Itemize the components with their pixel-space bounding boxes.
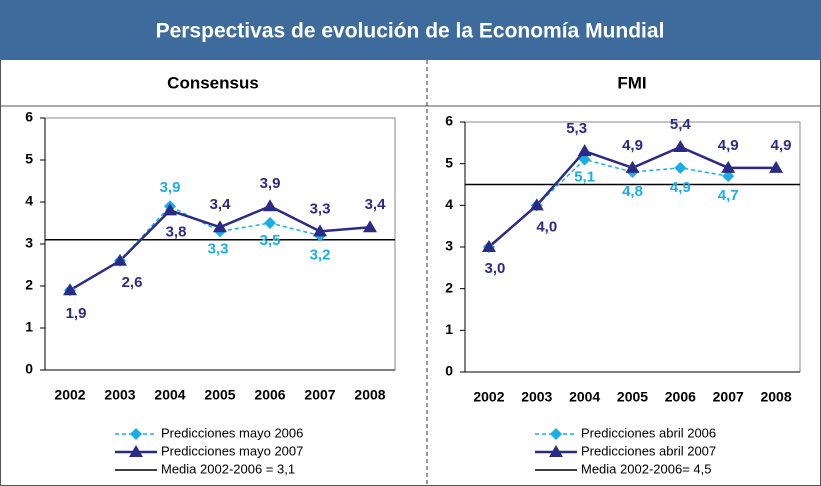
data-label: 4,8 (622, 183, 643, 200)
data-label: 4,9 (718, 137, 739, 154)
x-tick-label: 2002 (54, 387, 85, 403)
x-tick-label: 2004 (154, 387, 185, 403)
point (313, 224, 327, 237)
y-tick-label: 3 (445, 238, 453, 254)
banner (0, 0, 821, 60)
data-label: 3,3 (208, 240, 229, 257)
point (263, 199, 277, 212)
point (550, 428, 562, 440)
point (63, 283, 77, 296)
data-label: 3,8 (166, 223, 187, 240)
y-tick-label: 5 (445, 154, 453, 170)
x-tick-label: 2006 (665, 389, 696, 405)
data-label: 4,9 (771, 137, 792, 154)
data-label: 3,0 (484, 260, 505, 277)
legend-label: Predicciones abril 2007 (581, 443, 716, 458)
data-label: 5,3 (566, 120, 587, 137)
point (577, 144, 592, 157)
y-tick-label: 0 (445, 363, 453, 379)
x-tick-label: 2007 (304, 387, 335, 403)
point (674, 161, 687, 174)
panel-title: Consensus (167, 73, 259, 92)
point (363, 220, 377, 233)
point (264, 217, 276, 229)
data-label: 4,0 (536, 218, 557, 235)
data-label: 2,6 (122, 274, 143, 291)
point (163, 203, 177, 216)
point (625, 160, 640, 173)
data-label: 5,4 (670, 116, 692, 133)
point (529, 198, 544, 211)
data-label: 3,4 (210, 196, 232, 213)
page-title: Perspectivas de evolución de la Economía… (156, 20, 665, 43)
y-tick-label: 4 (445, 196, 453, 212)
y-tick-label: 2 (25, 277, 33, 293)
legend-label: Predicciones abril 2006 (581, 425, 716, 440)
point (769, 160, 784, 173)
data-label: 5,1 (574, 168, 595, 185)
x-tick-label: 2007 (713, 389, 744, 405)
y-tick-label: 1 (25, 319, 33, 335)
y-tick-label: 0 (25, 361, 33, 377)
x-tick-label: 2008 (760, 389, 791, 405)
x-tick-label: 2005 (204, 387, 235, 403)
point (673, 140, 688, 152)
x-tick-label: 2006 (254, 387, 285, 403)
y-tick-label: 3 (25, 235, 33, 251)
legend-label: Predicciones mayo 2007 (161, 443, 303, 458)
point (129, 445, 143, 457)
x-tick-label: 2003 (104, 387, 135, 403)
y-tick-label: 5 (25, 151, 33, 167)
series-line (69, 205, 321, 291)
panel-title: FMI (617, 73, 646, 92)
point (213, 220, 227, 233)
data-label: 4,9 (670, 179, 691, 196)
legend-label: Predicciones mayo 2006 (161, 425, 303, 440)
data-label: 3,5 (260, 232, 281, 249)
data-label: 4,9 (622, 137, 643, 154)
legend-label: Media 2002-2006 = 3,1 (161, 461, 295, 476)
data-label: 3,3 (310, 200, 331, 217)
legend-label: Media 2002-2006= 4,5 (581, 461, 711, 476)
x-tick-label: 2003 (521, 389, 552, 405)
data-label: 3,9 (160, 179, 181, 196)
x-tick-label: 2004 (569, 389, 600, 405)
point (721, 160, 736, 173)
point (722, 170, 735, 183)
data-label: 4,7 (718, 187, 739, 204)
x-tick-label: 2002 (473, 389, 504, 405)
y-tick-label: 1 (445, 321, 453, 337)
point (578, 153, 591, 166)
data-label: 3,9 (260, 175, 281, 192)
point (130, 428, 142, 440)
y-tick-label: 4 (25, 193, 33, 209)
data-label: 3,4 (365, 196, 387, 213)
point (113, 253, 127, 266)
y-tick-label: 6 (445, 113, 453, 129)
x-tick-label: 2005 (617, 389, 648, 405)
x-tick-label: 2008 (354, 387, 385, 403)
data-label: 1,9 (66, 305, 87, 322)
point (481, 240, 496, 252)
data-label: 3,2 (310, 247, 331, 264)
point (549, 445, 563, 457)
y-tick-label: 6 (25, 109, 33, 125)
y-tick-label: 2 (445, 279, 453, 295)
